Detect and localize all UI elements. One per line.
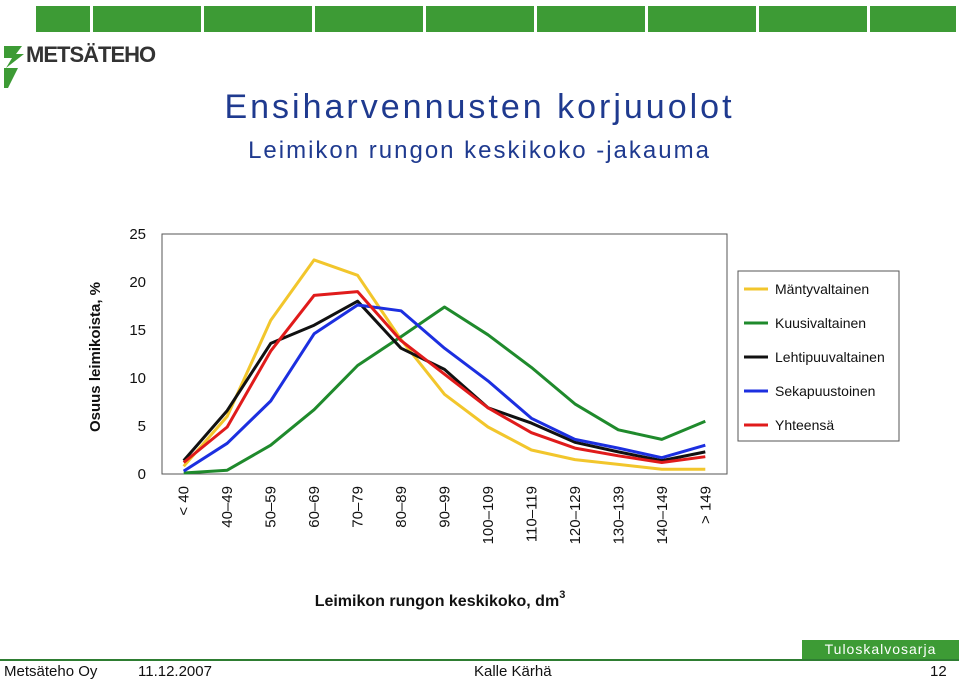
series-line-4 <box>182 290 706 464</box>
metsateho-logo: METSÄTEHO <box>4 40 164 90</box>
series-line-1 <box>183 305 706 475</box>
legend-label: Sekapuustoinen <box>775 383 875 399</box>
y-axis-label: Osuus leimikoista, % <box>87 282 104 432</box>
legend-label: Mäntyvaltainen <box>775 281 869 297</box>
page-title: Ensiharvennusten korjuuolot <box>224 88 735 126</box>
x-tick-label: > 149 <box>697 486 714 524</box>
series-line-2 <box>182 299 706 463</box>
legend-label: Lehtipuuvaltainen <box>775 349 885 365</box>
footer-org: Metsäteho Oy <box>4 663 98 680</box>
series-line-3 <box>182 303 706 473</box>
x-tick-label: 130–139 <box>610 486 627 544</box>
footer-badge: Tuloskalvosarja <box>802 640 959 659</box>
tree-logo-icon <box>4 46 24 88</box>
footer-divider <box>0 659 959 661</box>
footer-author: Kalle Kärhä <box>474 663 552 680</box>
series-line-0 <box>182 258 706 471</box>
top-banner <box>0 0 959 34</box>
x-tick-label: 110–119 <box>523 486 540 542</box>
x-tick-label: 70–79 <box>350 486 367 528</box>
x-tick-label: 60–69 <box>306 486 323 528</box>
y-tick-label: 20 <box>129 274 146 291</box>
legend-label: Yhteensä <box>775 417 834 433</box>
logo-text: METSÄTEHO <box>26 42 156 67</box>
plot-area <box>161 233 728 475</box>
x-tick-label: 50–59 <box>263 486 280 528</box>
x-tick-label: 140–149 <box>654 486 671 544</box>
footer-date: 11.12.2007 <box>138 663 212 680</box>
y-tick-label: 15 <box>129 322 146 339</box>
legend-label: Kuusivaltainen <box>775 315 866 331</box>
footer-page-number: 12 <box>930 663 947 680</box>
x-tick-label: 80–89 <box>393 486 410 528</box>
y-tick-label: 10 <box>129 370 146 387</box>
y-tick-label: 0 <box>138 466 146 483</box>
x-tick-label: 120–129 <box>567 486 584 544</box>
y-tick-label: 5 <box>138 418 146 435</box>
x-tick-label: 90–99 <box>437 486 454 528</box>
x-tick-label: < 40 <box>176 486 193 516</box>
page-subtitle: Leimikon rungon keskikoko -jakauma <box>248 137 711 164</box>
y-tick-label: 25 <box>129 226 146 243</box>
x-axis-label: Leimikon rungon keskikoko, dm3 <box>315 589 566 610</box>
x-tick-label: 100–109 <box>480 486 497 544</box>
line-chart: 0 5 10 15 20 25 < 40 40–49 50–59 60–69 70–79 80–89… <box>87 226 900 610</box>
legend: Mäntyvaltainen Kuusivaltainen Lehtipuuvalt… <box>737 270 900 442</box>
x-tick-label: 40–49 <box>219 486 236 528</box>
